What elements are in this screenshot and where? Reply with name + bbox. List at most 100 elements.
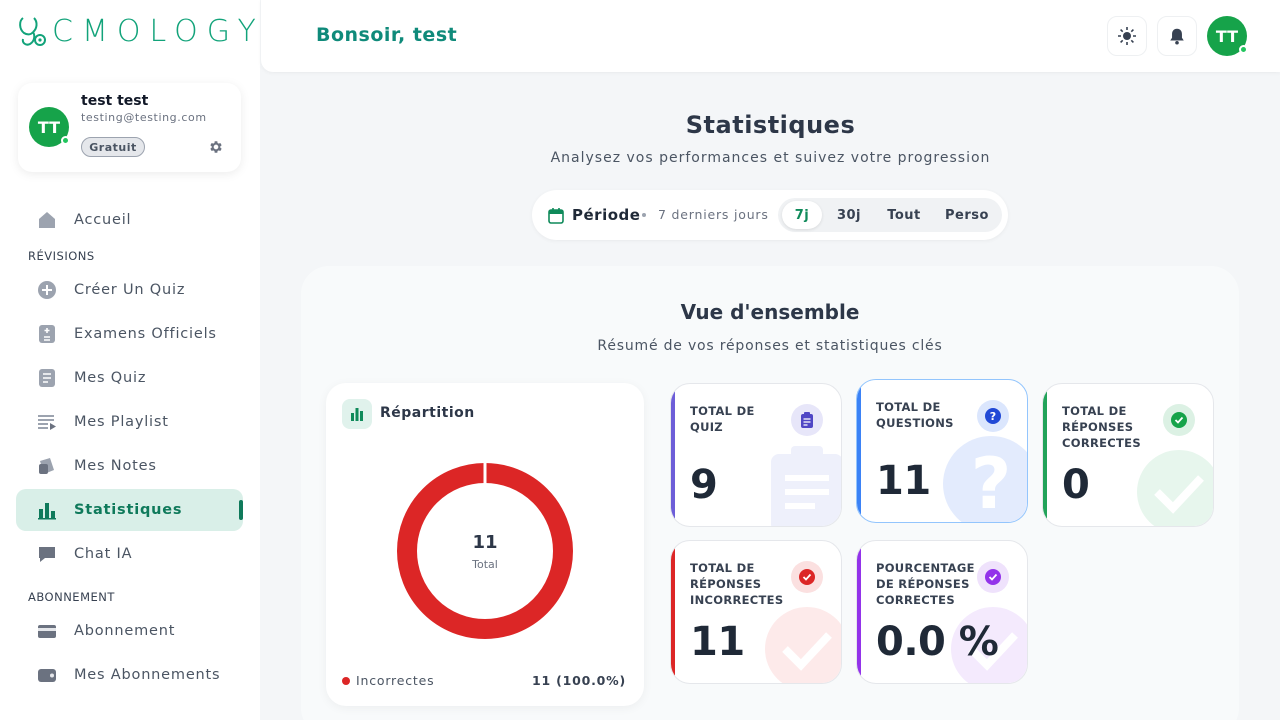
top-header: Bonsoir, test TT	[261, 0, 1280, 72]
nav-section-subscription: ABONNEMENT	[28, 590, 115, 604]
check-watermark-icon	[765, 607, 841, 683]
separator-dot	[642, 213, 646, 217]
header-avatar[interactable]: TT	[1207, 16, 1248, 56]
sidebar-item-official-exams[interactable]: Examens Officiels	[16, 313, 243, 355]
stat-title: TOTAL DE RÉPONSES CORRECTES	[1062, 404, 1141, 450]
plan-badge: Gratuit	[81, 137, 145, 157]
stat-value: 9	[690, 462, 718, 508]
sidebar-item-create-quiz[interactable]: Créer Un Quiz	[16, 269, 243, 311]
donut-chart: 11 Total	[397, 462, 573, 639]
period-option-tout[interactable]: Tout	[887, 207, 921, 223]
legend-dot	[342, 676, 350, 685]
sidebar-item-label: Statistiques	[74, 502, 183, 518]
sidebar-item-home[interactable]: Accueil	[16, 199, 243, 241]
sidebar-item-label: Chat IA	[74, 546, 133, 562]
calculator-icon	[37, 324, 57, 344]
active-indicator	[239, 500, 243, 520]
legend-item: Incorrectes	[342, 673, 434, 688]
sun-icon	[1118, 27, 1136, 45]
sidebar-item-my-subscriptions[interactable]: Mes Abonnements	[16, 654, 243, 696]
page-title: Statistiques	[685, 111, 856, 139]
page-subtitle: Analysez vos performances et suivez votr…	[550, 150, 991, 166]
notifications-button[interactable]	[1157, 16, 1197, 56]
card-accent	[857, 380, 861, 522]
sidebar-item-label: Mes Notes	[74, 458, 157, 474]
check-circle-icon	[1163, 404, 1195, 436]
online-status-dot	[61, 136, 70, 145]
sidebar-item-label: Mes Abonnements	[74, 667, 221, 683]
plus-circle-icon	[37, 280, 57, 300]
sidebar-item-statistics[interactable]: Statistiques	[16, 489, 243, 531]
legend-value: 11 (100.0%)	[531, 673, 626, 688]
stat-value: 0	[1062, 462, 1090, 508]
wallet-icon	[37, 665, 57, 685]
period-label: Période	[572, 206, 641, 224]
sidebar-item-my-playlists[interactable]: Mes Playlist	[16, 401, 243, 443]
logo[interactable]: CMOLOGY	[18, 14, 265, 49]
period-selector: Période 7 derniers jours 7j 30j Tout Per…	[532, 190, 1008, 240]
avatar-initials: TT	[1215, 26, 1239, 46]
question-icon: ?	[977, 400, 1009, 432]
stat-card-correct-percentage: POURCENTAGE DE RÉPONSES CORRECTES 0.0 %	[856, 540, 1028, 684]
sidebar-item-label: Mes Playlist	[74, 414, 169, 430]
period-segmented-control: 7j 30j Tout Perso	[778, 198, 1002, 232]
sidebar-item-label: Examens Officiels	[74, 326, 217, 342]
profile-email: testing@testing.com	[81, 111, 207, 124]
nav-section-revisions: RÉVISIONS	[28, 249, 95, 263]
profile-name: test test	[81, 93, 149, 109]
bell-icon	[1170, 28, 1184, 45]
playlist-icon	[37, 412, 57, 432]
repartition-card: Répartition 11 Total Incorrectes 11 (100…	[326, 383, 644, 706]
stat-value: 11	[690, 619, 745, 665]
sidebar-item-subscription[interactable]: Abonnement	[16, 610, 243, 652]
overview-title: Vue d'ensemble	[680, 300, 860, 324]
card-accent	[857, 541, 861, 683]
document-icon	[37, 368, 57, 388]
period-option-30j[interactable]: 30j	[836, 207, 862, 223]
sidebar-item-my-quizzes[interactable]: Mes Quiz	[16, 357, 243, 399]
stat-title: TOTAL DE RÉPONSES INCORRECTES	[690, 561, 784, 607]
sidebar-item-label: Mes Quiz	[74, 370, 147, 386]
card-accent	[1043, 384, 1047, 526]
stat-title: TOTAL DE QUESTIONS	[876, 400, 954, 430]
calendar-icon	[548, 208, 564, 224]
clipboard-icon	[791, 404, 823, 436]
card-accent	[671, 384, 675, 526]
sidebar-item-label: Abonnement	[74, 623, 176, 639]
repartition-title: Répartition	[380, 405, 475, 421]
home-icon	[37, 210, 57, 230]
sidebar-item-label: Accueil	[74, 212, 132, 228]
donut-gap	[483, 462, 487, 484]
donut-total-label: Total	[471, 558, 498, 571]
sidebar-item-chat[interactable]: Chat IA	[16, 533, 243, 575]
svg-text:?: ?	[990, 410, 996, 423]
greeting: Bonsoir, test	[316, 24, 458, 46]
bar-chart-icon	[342, 399, 372, 429]
sidebar-item-my-notes[interactable]: Mes Notes	[16, 445, 243, 487]
chat-bubble-icon	[37, 544, 57, 564]
period-option-perso[interactable]: Perso	[945, 207, 989, 223]
stat-card-correct-answers: TOTAL DE RÉPONSES CORRECTES 0	[1042, 383, 1214, 527]
clipboard-watermark-icon	[771, 446, 841, 526]
sidebar-item-label: Créer Un Quiz	[74, 282, 186, 298]
legend-label: Incorrectes	[356, 673, 435, 688]
stat-card-total-quiz: TOTAL DE QUIZ 9	[670, 383, 842, 527]
stat-card-incorrect-answers: TOTAL DE RÉPONSES INCORRECTES 11	[670, 540, 842, 684]
question-watermark-icon: ?	[943, 436, 1027, 522]
gear-icon[interactable]	[208, 139, 224, 155]
online-status-dot	[1239, 45, 1248, 54]
card-accent	[671, 541, 675, 683]
stat-value: 11	[876, 458, 931, 504]
sidebar: CMOLOGY TT test test testing@testing.com…	[0, 0, 260, 720]
period-option-7j[interactable]: 7j	[782, 201, 822, 229]
stat-title: TOTAL DE QUIZ	[690, 404, 755, 434]
stethoscope-logo-icon	[19, 16, 46, 46]
logo-text: CMOLOGY	[52, 14, 265, 49]
check-watermark-icon	[951, 607, 1027, 683]
check-circle-icon	[791, 561, 823, 593]
theme-toggle-button[interactable]	[1107, 16, 1147, 56]
stat-value: 0.0 %	[876, 619, 999, 665]
check-circle-icon	[977, 561, 1009, 593]
profile-card: TT test test testing@testing.com Gratuit	[18, 83, 241, 172]
avatar[interactable]: TT	[29, 107, 70, 147]
